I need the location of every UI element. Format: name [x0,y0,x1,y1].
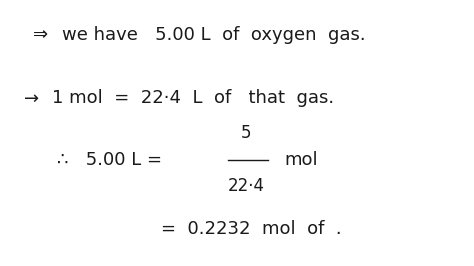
Text: we have   5.00 L  of  oxygen  gas.: we have 5.00 L of oxygen gas. [62,26,365,44]
Text: mol: mol [284,151,318,169]
Text: →: → [24,89,39,107]
Text: 1 mol  =  22·4  L  of   that  gas.: 1 mol = 22·4 L of that gas. [52,89,334,107]
Text: 5: 5 [241,124,252,142]
Text: ⇒: ⇒ [33,26,48,44]
Text: =  0.2232  mol  of  .: = 0.2232 mol of . [161,220,342,238]
Text: ∴   5.00 L =: ∴ 5.00 L = [57,151,162,169]
Text: 22·4: 22·4 [228,177,265,195]
